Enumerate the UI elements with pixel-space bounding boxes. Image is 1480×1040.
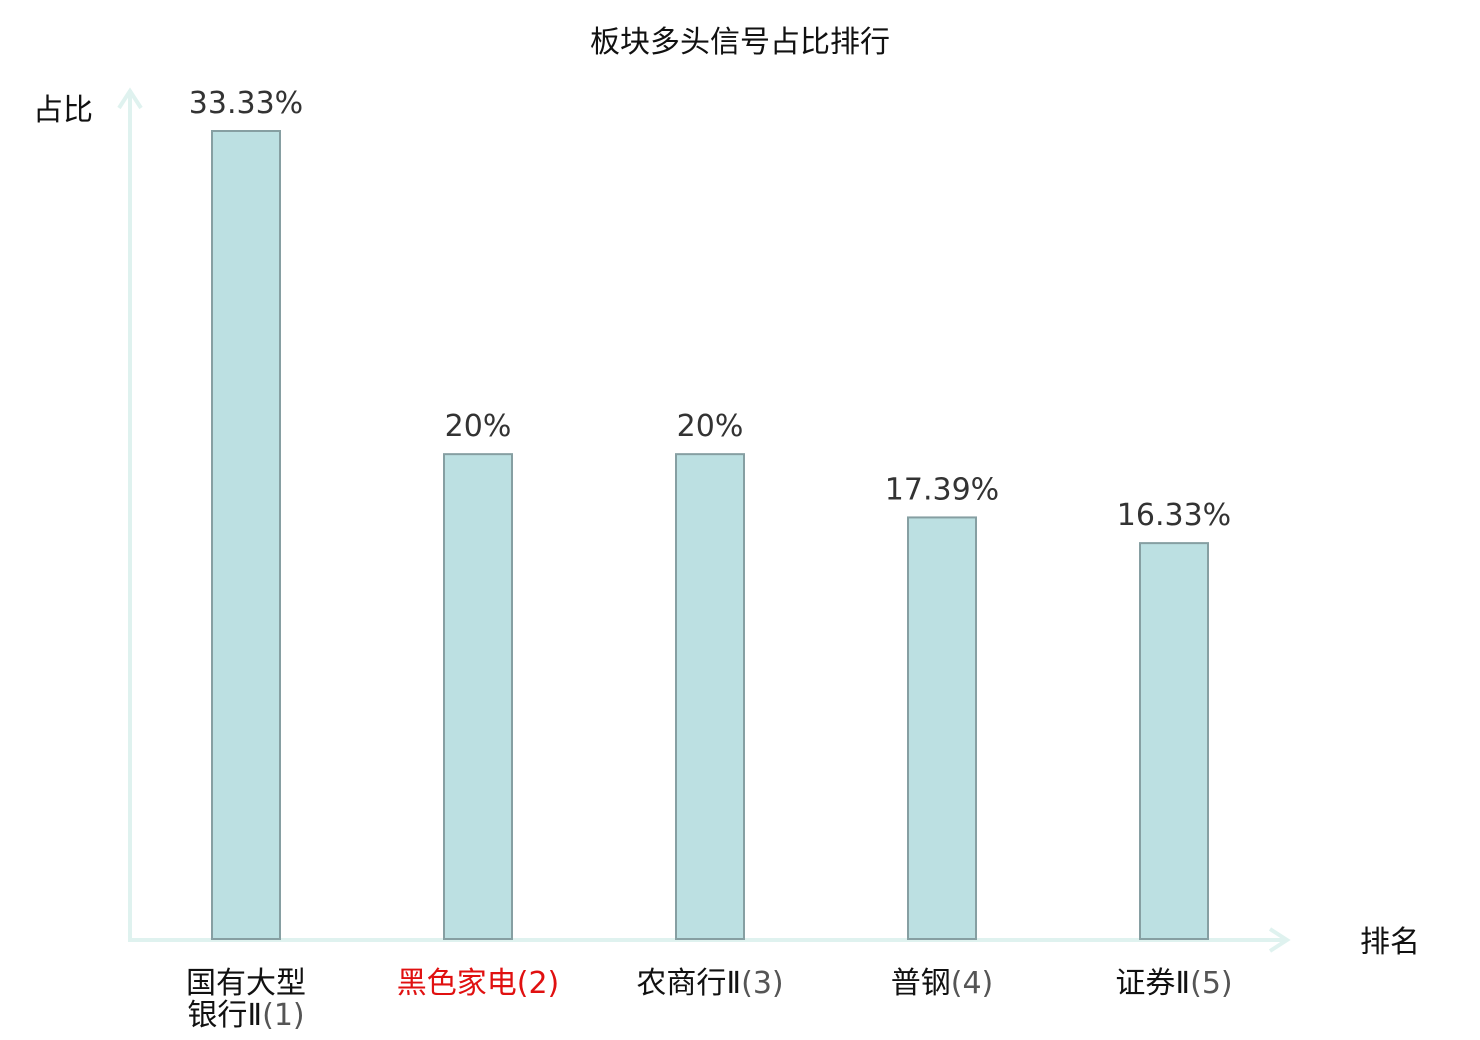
category-rank: (2) — [517, 966, 560, 1001]
category-rank: (1) — [262, 998, 305, 1033]
y-axis-label: 占比 — [33, 93, 93, 128]
x-axis-arrow-icon — [1268, 927, 1291, 953]
category-rank: (5) — [1190, 966, 1233, 1001]
category-name: 黑色家电 — [397, 966, 517, 1001]
x-tick-label-1-line-1: 国有大型 — [186, 966, 306, 1001]
bar-2 — [443, 453, 513, 940]
bar-1 — [211, 130, 281, 940]
x-tick-label-5: 证券Ⅱ(5) — [1115, 966, 1232, 1001]
bar-series — [211, 130, 1209, 940]
y-axis — [117, 87, 143, 940]
chart-title: 板块多头信号占比排行 — [590, 25, 890, 60]
category-rank: (3) — [741, 966, 784, 1001]
bar-4 — [907, 516, 977, 940]
y-axis-arrow-icon — [117, 87, 143, 110]
bar-value-label-2: 20% — [445, 409, 512, 444]
bar-5 — [1139, 542, 1209, 940]
bar-value-label-5: 16.33% — [1117, 498, 1231, 533]
category-name: 农商行Ⅱ — [636, 966, 741, 1001]
bar-3 — [675, 453, 745, 940]
category-name: 普钢 — [891, 966, 951, 1001]
x-axis — [128, 927, 1291, 953]
category-name: 银行Ⅱ — [187, 998, 262, 1033]
x-axis-label: 排名 — [1360, 925, 1420, 960]
x-tick-label-1-line-2: 银行Ⅱ(1) — [187, 998, 304, 1033]
category-rank: (4) — [951, 966, 994, 1001]
x-tick-label-3: 农商行Ⅱ(3) — [636, 966, 783, 1001]
category-name: 证券Ⅱ — [1115, 966, 1190, 1001]
x-tick-label-4: 普钢(4) — [891, 966, 994, 1001]
x-tick-label-2: 黑色家电(2) — [397, 966, 560, 1001]
bar-value-label-3: 20% — [677, 409, 744, 444]
bar-value-label-4: 17.39% — [885, 472, 999, 507]
category-name: 国有大型 — [186, 966, 306, 1001]
data-labels: 33.33% 20% 20% 17.39% 16.33% — [189, 86, 1231, 533]
bar-value-label-1: 33.33% — [189, 86, 303, 121]
